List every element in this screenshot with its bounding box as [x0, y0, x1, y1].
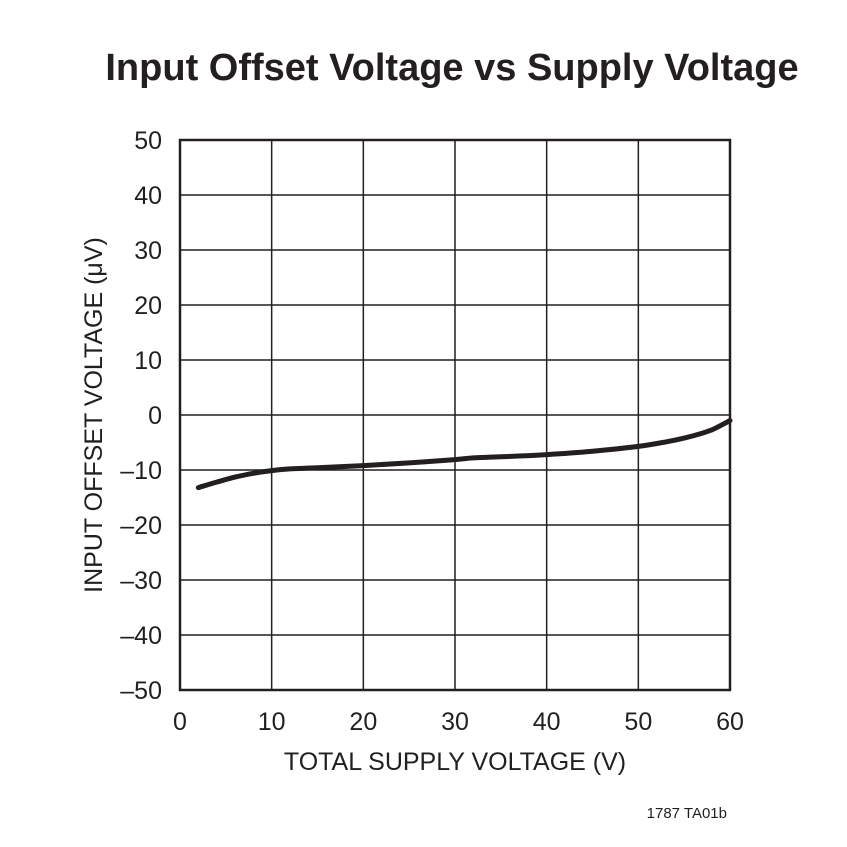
- x-tick-label: 10: [258, 708, 286, 736]
- x-tick-label: 40: [533, 708, 561, 736]
- plot-frame: [178, 138, 732, 692]
- y-tick-label: 40: [134, 182, 162, 210]
- y-tick-label: –30: [120, 567, 162, 595]
- y-axis-label: INPUT OFFSET VOLTAGE (μV): [80, 237, 108, 593]
- y-tick-label: –40: [120, 622, 162, 650]
- offset-voltage-series-line: [195, 418, 733, 491]
- y-tick-label: –50: [120, 677, 162, 705]
- y-tick-label: 30: [134, 237, 162, 265]
- grid: [180, 140, 730, 690]
- x-axis-label: TOTAL SUPPLY VOLTAGE (V): [284, 748, 626, 776]
- y-tick-label: 50: [134, 127, 162, 155]
- x-tick-label: 60: [716, 708, 744, 736]
- figure-id: 1787 TA01b: [647, 805, 727, 822]
- y-tick-label: 0: [148, 402, 162, 430]
- x-tick-label: 20: [349, 708, 377, 736]
- y-tick-label: 10: [134, 347, 162, 375]
- y-tick-label: 20: [134, 292, 162, 320]
- x-tick-label: 50: [624, 708, 652, 736]
- chart-title: Input Offset Voltage vs Supply Voltage: [105, 47, 798, 89]
- x-tick-label: 0: [173, 708, 187, 736]
- x-axis-ticks: 0 10 20 30 40 50 60: [173, 708, 744, 736]
- x-tick-label: 30: [441, 708, 469, 736]
- y-tick-label: –20: [120, 512, 162, 540]
- y-tick-label: –10: [120, 457, 162, 485]
- y-axis-ticks: 50 40 30 20 10 0 –10 –20 –30 –40 –50: [120, 127, 162, 705]
